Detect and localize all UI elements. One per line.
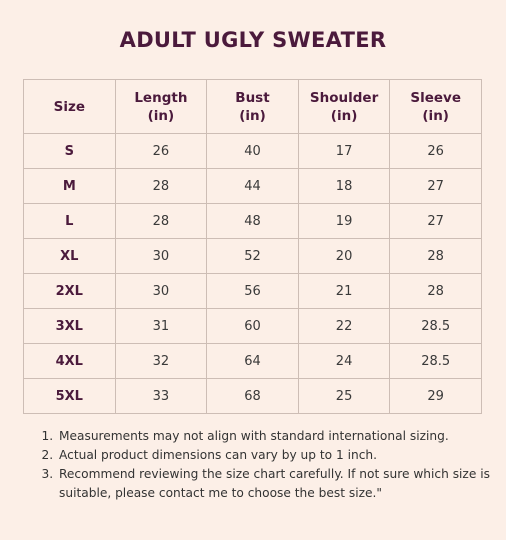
measure-cell: 68 [206, 378, 299, 414]
measure-cell: 52 [206, 238, 299, 274]
measure-cell: 64 [206, 343, 299, 379]
size-cell: 5XL [23, 378, 116, 414]
title: ADULT UGLY SWEATER [119, 28, 387, 52]
measure-cell: 22 [297, 308, 391, 344]
measure-cell: 28 [389, 238, 482, 274]
measure-cell: 19 [297, 203, 391, 239]
header-row: Size Length (in) Bust (in) Shoulder (in) Sle… [23, 79, 482, 134]
measure-cell: 26 [114, 133, 208, 169]
table-row: S 26 40 17 26 [23, 133, 482, 169]
size-cell: S [23, 133, 116, 169]
size-table: Size Length (in) Bust (in) Shoulder (in) Sle… [23, 79, 482, 414]
measure-cell: 28.5 [389, 308, 482, 344]
column-header: Size [23, 79, 116, 134]
measure-cell: 40 [206, 133, 299, 169]
measure-cell: 27 [389, 168, 482, 204]
measure-cell: 31 [114, 308, 208, 344]
measure-cell: 28 [114, 203, 208, 239]
notes: Measurements may not align with standard… [23, 427, 493, 503]
column-header: Sleeve (in) [389, 79, 482, 134]
measure-cell: 48 [206, 203, 299, 239]
note: Actual product dimensions can vary by up… [57, 446, 493, 465]
measure-cell: 28.5 [389, 343, 482, 379]
measure-cell: 32 [114, 343, 208, 379]
size-cell: 2XL [23, 273, 116, 309]
measure-cell: 21 [297, 273, 391, 309]
measure-cell: 30 [114, 273, 208, 309]
measure-cell: 20 [297, 238, 391, 274]
measure-cell: 56 [206, 273, 299, 309]
column-header: Bust (in) [206, 79, 299, 134]
table-row: 3XL 31 60 22 28.5 [23, 308, 482, 344]
column-header-text: Shoulder (in) [309, 89, 379, 124]
size-cell: 3XL [23, 308, 116, 344]
table-body: S 26 40 17 26 M 28 44 18 27 L 28 48 19 27 XL 30 52 20 28 2XL… [23, 133, 482, 414]
column-header-text: Size [53, 98, 85, 115]
table-row: 2XL 30 56 21 28 [23, 273, 482, 309]
measure-cell: 33 [114, 378, 208, 414]
measure-cell: 30 [114, 238, 208, 274]
table-row: XL 30 52 20 28 [23, 238, 482, 274]
size-cell: M [23, 168, 116, 204]
measure-cell: 18 [297, 168, 391, 204]
column-header-text: Sleeve (in) [410, 89, 461, 124]
table-row: 4XL 32 64 24 28.5 [23, 343, 482, 379]
note: Measurements may not align with standard… [57, 427, 493, 446]
table-row: 5XL 33 68 25 29 [23, 378, 482, 414]
note: Recommend reviewing the size chart caref… [57, 465, 493, 503]
measure-cell: 60 [206, 308, 299, 344]
column-header-text: Bust (in) [235, 89, 270, 124]
measure-cell: 24 [297, 343, 391, 379]
measure-cell: 26 [389, 133, 482, 169]
measure-cell: 27 [389, 203, 482, 239]
measure-cell: 17 [297, 133, 391, 169]
table-row: M 28 44 18 27 [23, 168, 482, 204]
measure-cell: 28 [114, 168, 208, 204]
table-head: Size Length (in) Bust (in) Shoulder (in) Sle… [23, 79, 482, 134]
table-row: L 28 48 19 27 [23, 203, 482, 239]
size-cell: 4XL [23, 343, 116, 379]
size-cell: L [23, 203, 116, 239]
measure-cell: 28 [389, 273, 482, 309]
size-cell: XL [23, 238, 116, 274]
measure-cell: 29 [389, 378, 482, 414]
column-header: Length (in) [114, 79, 208, 134]
measure-cell: 25 [297, 378, 391, 414]
measure-cell: 44 [206, 168, 299, 204]
column-header: Shoulder (in) [297, 79, 391, 134]
column-header-text: Length (in) [134, 89, 188, 124]
